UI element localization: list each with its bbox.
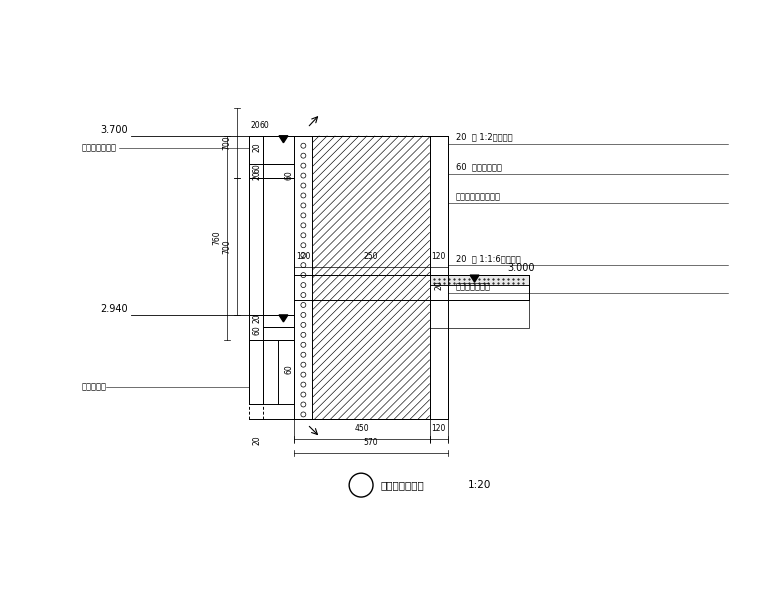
Polygon shape [470, 275, 479, 282]
Bar [249, 177, 262, 315]
Text: 60: 60 [260, 121, 269, 130]
Text: 60  厚炉渣混凝土: 60 厚炉渣混凝土 [456, 162, 502, 171]
Text: 760: 760 [213, 230, 222, 245]
Text: 20: 20 [252, 313, 261, 323]
Text: 570: 570 [364, 439, 378, 447]
Text: 20: 20 [434, 280, 443, 290]
Text: 20  厚 1:2水泥砂浆: 20 厚 1:2水泥砂浆 [456, 133, 512, 142]
Text: 乳白色外墙面砖: 乳白色外墙面砖 [81, 143, 116, 152]
Text: 450: 450 [355, 424, 369, 433]
Text: 现浇钢筋混凝土楼板: 现浇钢筋混凝土楼板 [456, 192, 501, 202]
Text: 20: 20 [252, 170, 261, 180]
Text: 60: 60 [285, 170, 294, 180]
Bar [429, 285, 529, 300]
Text: 20  厚 1:1:6混合砂浆: 20 厚 1:1:6混合砂浆 [456, 254, 521, 263]
Bar [249, 136, 262, 177]
Text: 60: 60 [285, 364, 294, 374]
Text: 120: 120 [432, 424, 446, 433]
Bar [429, 300, 529, 328]
Text: 3.700: 3.700 [100, 125, 128, 134]
Polygon shape [279, 136, 288, 143]
Text: 20: 20 [251, 121, 261, 130]
Text: 60: 60 [252, 325, 261, 336]
Bar [294, 136, 312, 419]
Text: 2.940: 2.940 [100, 304, 128, 314]
Text: 20: 20 [252, 142, 261, 152]
Polygon shape [279, 315, 288, 322]
Text: 3.000: 3.000 [508, 263, 535, 273]
Text: 刷白用白色涂料: 刷白用白色涂料 [456, 282, 491, 291]
Bar [312, 136, 429, 419]
Text: 20: 20 [252, 436, 261, 445]
Bar [262, 315, 294, 327]
Bar [262, 327, 294, 340]
Bar [262, 136, 294, 164]
Text: 120: 120 [296, 252, 311, 261]
Text: 60: 60 [252, 163, 261, 173]
Text: 250: 250 [364, 252, 378, 261]
Text: 刷白色涂料: 刷白色涂料 [81, 383, 106, 392]
Bar [262, 340, 294, 405]
Text: 700: 700 [223, 239, 232, 253]
Text: 1:20: 1:20 [467, 480, 491, 490]
Bar [429, 136, 448, 275]
Bar [249, 340, 262, 405]
Text: 120: 120 [432, 252, 446, 261]
Text: 山墙一层顶线角: 山墙一层顶线角 [381, 480, 425, 490]
Bar [429, 275, 529, 285]
Bar [262, 164, 294, 177]
Text: 700: 700 [223, 136, 232, 150]
Bar [429, 300, 448, 419]
